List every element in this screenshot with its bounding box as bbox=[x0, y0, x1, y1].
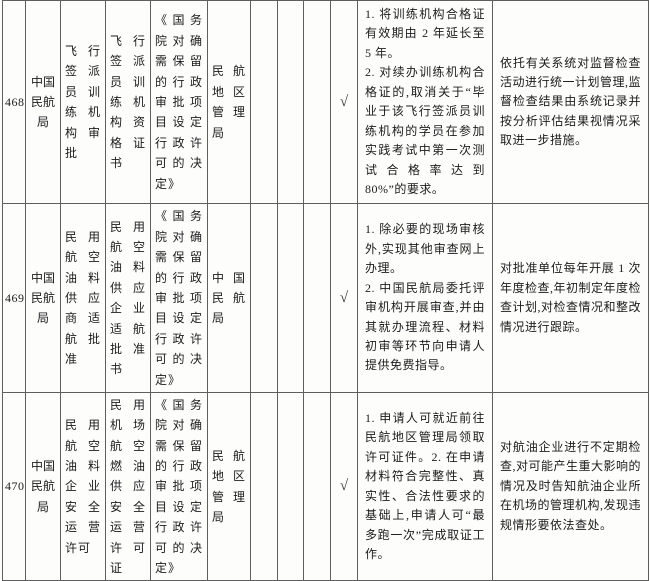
item-name-cell: 飞行签派员训练机构审批 bbox=[60, 0, 106, 205]
certificate-cell: 民用机场航空燃油供应安全运营许可证 bbox=[105, 391, 151, 581]
reform-measures-cell: 1. 申请人可就近前往民航地区管理局领取许可证件。2. 在申请材料符合完整性、真… bbox=[357, 391, 493, 581]
reform-measures-cell: 1. 除必要的现场审核外,实现其他审查网上办理。 2. 中国民航局委托评审机构开… bbox=[357, 203, 493, 393]
supervision-cell: 对批准单位每年开展 1 次年度检查,年初制定年度检查计划,对检查情况和整改情况进… bbox=[492, 203, 649, 393]
empty-cell bbox=[250, 203, 278, 393]
table-row: 470 中国民航局 民用航空油料企业安全运营许可 民用机场航空燃油供应安全运营许… bbox=[2, 391, 649, 581]
authority-cell: 中国民航局 bbox=[207, 203, 251, 393]
checkmark: √ bbox=[330, 391, 358, 581]
empty-cell bbox=[277, 0, 304, 205]
empty-cell bbox=[303, 391, 331, 581]
authority-cell: 民航地区管理局 bbox=[207, 0, 251, 205]
empty-cell bbox=[303, 203, 331, 393]
department-cell: 中国民航局 bbox=[25, 0, 61, 205]
legal-basis-cell: 《国务院对确需保留的行政审批项目设定行政许可的决定》 bbox=[150, 203, 208, 393]
empty-cell bbox=[277, 391, 304, 581]
legal-basis-cell: 《国务院对确需保留的行政审批项目设定行政许可的决定》 bbox=[150, 391, 208, 581]
checkmark: √ bbox=[330, 203, 358, 393]
checkmark: √ bbox=[330, 0, 358, 205]
authority-cell: 民航地区管理局 bbox=[207, 391, 251, 581]
table-row: 468 中国民航局 飞行签派员训练机构审批 飞行签派员训练机构资格证书 《国务院… bbox=[2, 0, 649, 205]
department-cell: 中国民航局 bbox=[25, 391, 61, 581]
reform-measures-cell: 1. 将训练机构合格证有效期由 2 年延长至 5 年。 2. 对续办训练机构合格… bbox=[357, 0, 493, 205]
certificate-cell: 飞行签派员训练机构资格证书 bbox=[105, 0, 151, 205]
empty-cell bbox=[250, 0, 278, 205]
empty-cell bbox=[277, 203, 304, 393]
item-name-cell: 民用航空油料企业安全运营许可 bbox=[60, 391, 106, 581]
row-number: 469 bbox=[2, 203, 26, 393]
supervision-cell: 依托有关系统对监督检查活动进行统一计划管理,监督检查结果由系统记录并按分析评估结… bbox=[492, 0, 649, 205]
table-row: 469 中国民航局 民用航空油料供应商适航批准 民用航空油料供应企业适航批准书 … bbox=[2, 203, 649, 393]
certificate-cell: 民用航空油料供应企业适航批准书 bbox=[105, 203, 151, 393]
legal-basis-cell: 《国务院对确需保留的行政审批项目设定行政许可的决定》 bbox=[150, 0, 208, 205]
department-cell: 中国民航局 bbox=[25, 203, 61, 393]
row-number: 468 bbox=[2, 0, 26, 205]
empty-cell bbox=[250, 391, 278, 581]
item-name-cell: 民用航空油料供应商适航批准 bbox=[60, 203, 106, 393]
empty-cell bbox=[303, 0, 331, 205]
supervision-cell: 对航油企业进行不定期检查,对可能产生重大影响的情况及时告知航油企业所在机场的管理… bbox=[492, 391, 649, 581]
row-number: 470 bbox=[2, 391, 26, 581]
